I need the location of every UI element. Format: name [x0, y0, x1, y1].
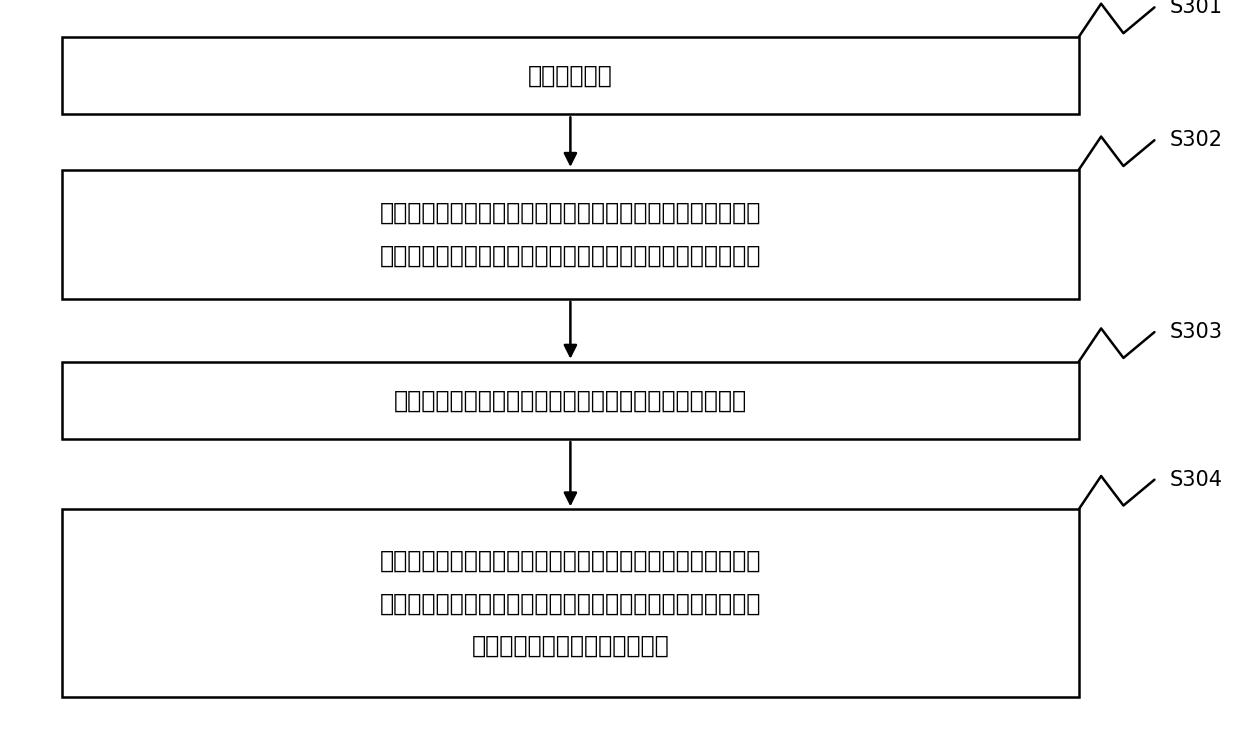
Text: S302: S302 [1169, 130, 1223, 151]
Text: 升级电能表对应的目标终端，以便所述目标终端将所述升级文: 升级电能表对应的目标终端，以便所述目标终端将所述升级文 [379, 591, 761, 615]
Bar [62, 362, 1079, 439]
Bar [62, 170, 1079, 299]
Bar [62, 509, 1079, 697]
Text: 获取升级程序: 获取升级程序 [528, 63, 613, 88]
Text: 终端根据所述升级条件在所辖所有电能表中确定待升级电能表: 终端根据所述升级条件在所辖所有电能表中确定待升级电能表 [379, 244, 761, 268]
Text: S301: S301 [1169, 0, 1223, 18]
Text: 件透明转发至所述待升级电能表: 件透明转发至所述待升级电能表 [471, 634, 670, 658]
Text: S304: S304 [1169, 469, 1223, 490]
Bar [62, 37, 1079, 114]
Text: 对所有所述待升级电能表进行分组处理，并确定组播地址: 对所有所述待升级电能表进行分组处理，并确定组播地址 [394, 388, 746, 413]
Text: 根据所述组播地址将所述升级程序中的升级文件发送至所述待: 根据所述组播地址将所述升级程序中的升级文件发送至所述待 [379, 548, 761, 573]
Text: 将所述升级程序中的升级条件发送至所有终端，以便所有所述: 将所述升级程序中的升级条件发送至所有终端，以便所有所述 [379, 201, 761, 225]
Text: S303: S303 [1169, 322, 1223, 342]
